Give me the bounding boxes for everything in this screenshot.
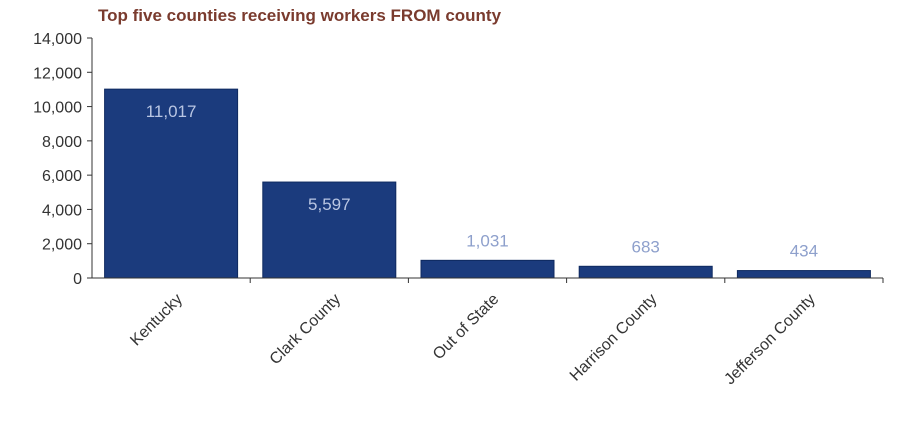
bar [420,259,555,279]
y-tick-label: 2,000 [42,237,82,254]
y-tick-label: 8,000 [42,134,82,151]
y-axis: 0 2,000 4,000 6,000 8,000 10,000 12,000 14,000 [33,31,93,288]
x-category-label: Jefferson County [721,291,818,388]
bar [262,181,397,279]
bars: 11,017 5,597 1,031 683 434 [104,88,871,279]
x-axis: Kentucky Clark County Out of State Harrison… [92,277,884,388]
y-tick-label: 14,000 [33,31,82,48]
y-tick-label: 12,000 [33,65,82,82]
x-category-label: Kentucky [127,291,186,350]
bar-value-label: 1,031 [466,231,509,250]
x-category-label: Clark County [267,291,344,368]
x-category-label: Out of State [430,291,502,363]
y-tick-label: 6,000 [42,168,82,185]
y-tick-label: 4,000 [42,202,82,219]
bar [578,265,713,279]
x-category-label: Harrison County [567,291,661,385]
bar-value-label: 11,017 [146,102,197,121]
chart-title: Top five counties receiving workers FROM… [98,6,502,25]
y-tick-label: 10,000 [33,100,82,117]
bar [104,88,239,279]
bar-value-label: 434 [790,242,818,261]
bar-value-label: 5,597 [308,195,351,214]
y-tick-label: 0 [73,271,82,288]
bar [736,270,871,279]
bar-value-label: 683 [632,237,660,256]
